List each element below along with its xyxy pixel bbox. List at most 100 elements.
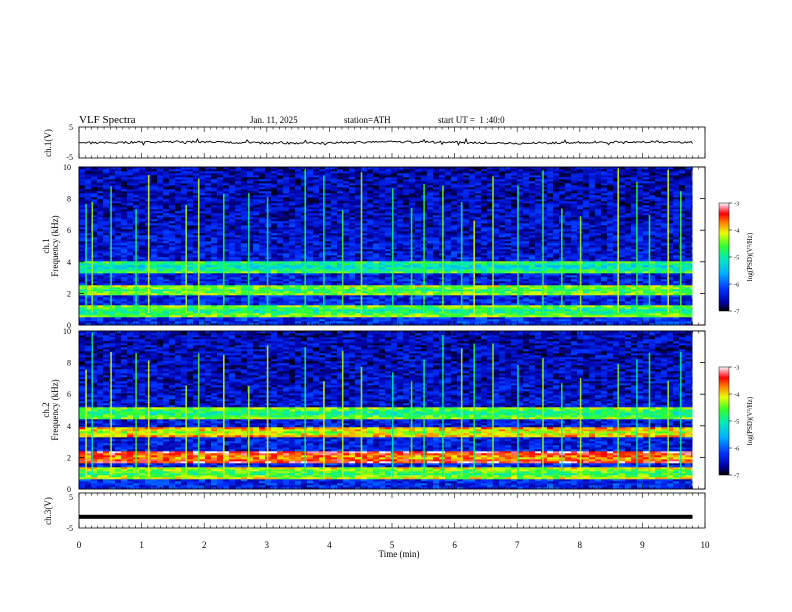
spectrogram-cell [637,275,644,278]
spectrogram-cell [541,257,548,260]
spectrogram-cell [319,265,326,268]
spectrogram-cell [211,301,218,304]
spectrogram-cell [163,305,170,308]
spectrogram-cell [181,267,188,270]
spectrogram-cell [451,287,458,290]
spectrogram-cell [397,257,404,260]
spectrogram-cell [613,319,620,322]
spectrogram-cell [595,255,602,258]
spectrogram-cell [595,261,602,264]
spectrogram-cell [85,289,92,292]
spectrogram-cell [103,319,110,322]
spectrogram-cell [553,295,560,298]
spectrogram-cell [217,249,224,252]
spectrogram-cell [391,283,398,286]
spectrogram-cell [679,241,686,244]
spectrogram-cell [391,291,398,294]
spectrogram-cell [403,233,410,236]
spectrogram-cell [625,267,632,270]
spectrogram-cell [367,311,374,314]
spectrogram-cell [475,255,482,258]
spectrogram-cell [181,305,188,308]
spectrogram-cell [469,255,476,258]
spectrogram-cell [283,241,290,244]
spectrogram-cell [277,281,284,284]
spectrogram-cell [199,291,206,294]
spectrogram-cell [163,271,170,274]
spectrogram-cell [601,313,608,316]
spectrogram-cell [115,231,122,234]
spectrogram-cell [589,277,596,280]
spectrogram-cell [433,293,440,296]
spectrogram-cell [253,247,260,250]
spectrogram-cell [445,315,452,318]
spectrogram-cell [637,297,644,300]
spectrogram-cell [283,239,290,242]
spectrogram-cell [163,269,170,272]
spectrogram-cell [319,243,326,246]
spectrogram-cell [97,237,104,240]
spectrogram-cell [181,235,188,238]
spectrogram-cell [505,241,512,244]
spectrogram-cell [343,279,350,282]
spectrogram-cell [673,243,680,246]
spectrogram-cell [247,259,254,262]
spectrogram-cell [661,275,668,278]
spectrogram-cell [469,281,476,284]
spectrogram-cell [199,229,206,232]
spectrogram-cell [319,311,326,314]
spectrogram-cell [211,251,218,254]
spectrogram-cell [673,317,680,320]
spectrogram-cell [655,239,662,242]
spectrogram-cell [595,251,602,254]
spectrogram-cell [403,313,410,316]
spectrogram-cell [481,261,488,264]
spectrogram-cell [373,237,380,240]
spectrogram-cell [535,307,542,310]
spectrogram-cell [685,307,692,310]
spectrogram-cell [523,265,530,268]
spectrogram-cell [193,321,200,324]
spectrogram-cell [679,275,686,278]
spectrogram-cell [481,291,488,294]
spectrogram-cell [259,299,266,302]
spectrogram-cell [97,277,104,280]
spectrogram-cell [247,227,254,230]
spectrogram-cell [655,229,662,232]
spectrogram-cell [385,231,392,234]
spectrogram-cell [469,295,476,298]
spectrogram-cell [655,297,662,300]
spectrogram-cell [175,251,182,254]
spectrogram-cell [163,241,170,244]
spectrogram-cell [259,277,266,280]
spectrogram-cell [235,269,242,272]
spectrogram-cell [217,297,224,300]
spectrogram-cell [325,257,332,260]
spectrogram-cell [331,275,338,278]
spectrogram-cell [367,317,374,320]
spectrogram-cell [331,289,338,292]
spectrogram-cell [307,241,314,244]
spectrogram-cell [445,287,452,290]
spectrogram-cell [385,295,392,298]
spectrogram-cell [463,231,470,234]
spectrogram-cell [487,277,494,280]
spectrogram-cell [289,287,296,290]
spectrogram-cell [547,257,554,260]
spectrogram-cell [439,315,446,318]
spectrogram-cell [103,271,110,274]
spectrogram-cell [355,301,362,304]
spectrogram-cell [499,317,506,320]
spectrogram-cell [601,321,608,324]
spectrogram-cell [85,237,92,240]
spectrogram-cell [313,271,320,274]
spectrogram-cell [661,317,668,320]
spectrogram-cell [607,315,614,318]
spectrogram-cell [571,267,578,270]
spectrogram-cell [97,253,104,256]
spectrogram-cell [373,309,380,312]
spectrogram-cell [433,291,440,294]
spectrogram-cell [235,305,242,308]
spectrogram-cell [85,283,92,286]
spectrogram-cell [499,241,506,244]
